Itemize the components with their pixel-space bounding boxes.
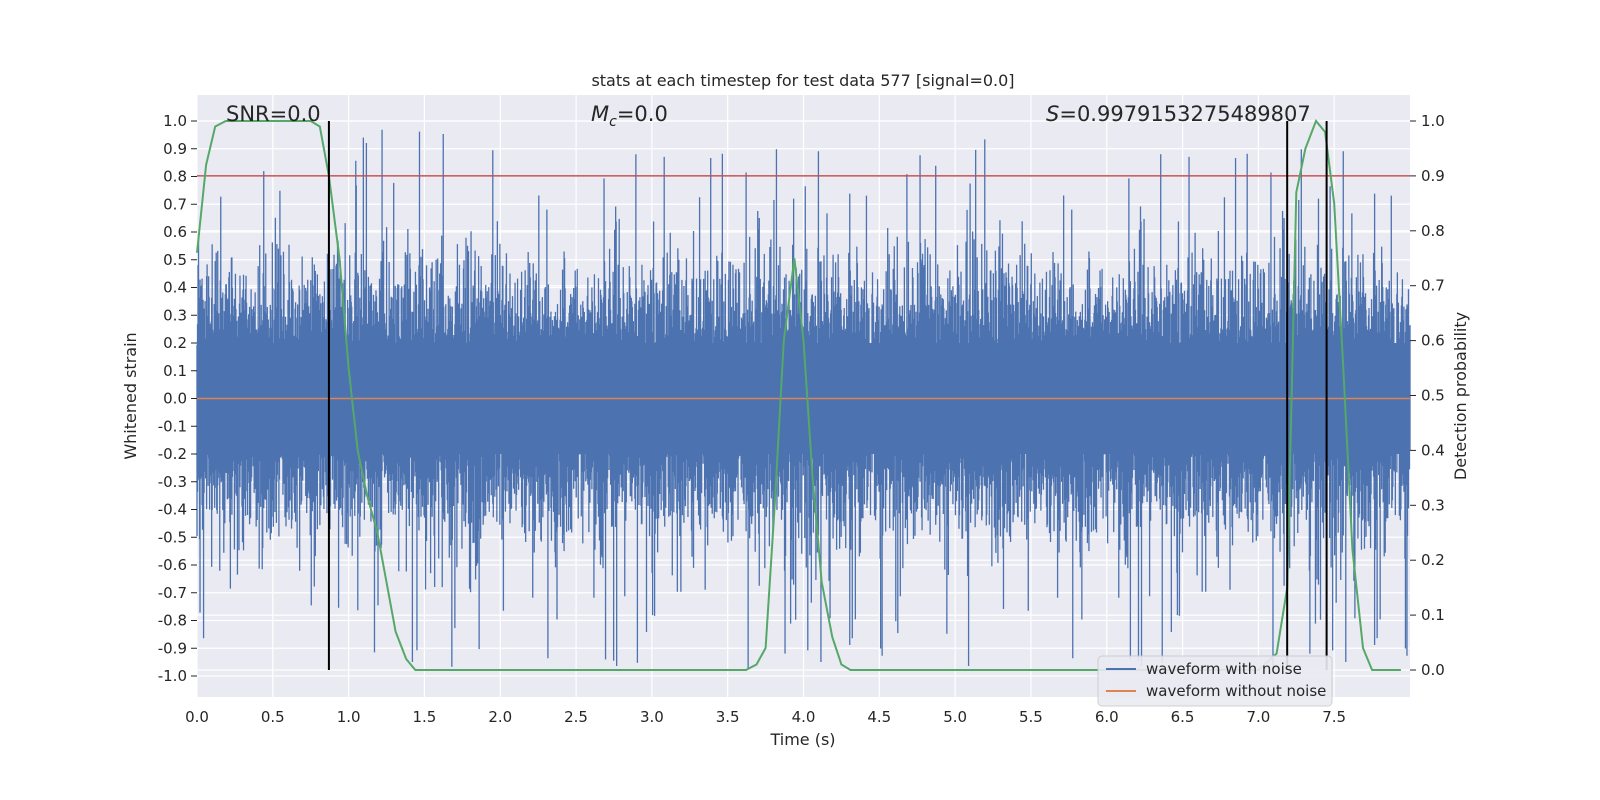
chart-title: stats at each timestep for test data 577… bbox=[591, 71, 1014, 90]
left-y-axis-label: Whitened strain bbox=[121, 332, 140, 459]
x-tick-label: 3.0 bbox=[640, 708, 664, 726]
left-y-tick-label: -0.7 bbox=[158, 584, 187, 602]
left-y-tick-label: -0.3 bbox=[158, 473, 187, 491]
left-y-tick-label: 0.8 bbox=[163, 168, 187, 186]
right-y-axis-label: Detection probability bbox=[1451, 312, 1470, 480]
left-y-tick-label: -0.6 bbox=[158, 556, 187, 574]
legend-box bbox=[1097, 655, 1333, 707]
score-annotation: S=0.9979153275489807 bbox=[1046, 102, 1311, 126]
left-y-tick-label: -0.8 bbox=[158, 612, 187, 630]
right-y-tick-label: 0.9 bbox=[1421, 167, 1445, 185]
chirp-mass-annotation: Mc=0.0 bbox=[591, 102, 668, 130]
left-y-tick-label: 0.3 bbox=[163, 306, 187, 324]
left-y-tick-label: 0.4 bbox=[163, 279, 187, 297]
left-y-tick-label: -0.9 bbox=[158, 639, 187, 657]
detection-markers bbox=[327, 121, 1328, 670]
x-tick-label: 1.0 bbox=[337, 708, 361, 726]
x-axis-label: Time (s) bbox=[769, 730, 835, 749]
x-tick-label: 2.5 bbox=[564, 708, 588, 726]
legend-clean-label: waveform without noise bbox=[1146, 682, 1326, 700]
right-y-tick-label: 0.2 bbox=[1421, 551, 1445, 569]
x-tick-label: 5.0 bbox=[943, 708, 967, 726]
left-y-tick-label: 0.7 bbox=[163, 195, 187, 213]
right-y-tick-label: 0.0 bbox=[1421, 661, 1445, 679]
x-tick-label: 4.0 bbox=[792, 708, 816, 726]
x-tick-label: 0.5 bbox=[261, 708, 285, 726]
right-y-tick-label: 0.1 bbox=[1421, 606, 1445, 624]
right-y-tick-label: 0.6 bbox=[1421, 332, 1445, 350]
x-tick-label: 6.0 bbox=[1095, 708, 1119, 726]
x-tick-label: 1.5 bbox=[413, 708, 437, 726]
right-y-tick-label: 0.3 bbox=[1421, 496, 1445, 514]
left-y-tick-label: 1.0 bbox=[163, 112, 187, 130]
left-y-tick-label: -0.4 bbox=[158, 501, 187, 519]
right-y-tick-label: 0.5 bbox=[1421, 387, 1445, 405]
left-y-tick-label: -1.0 bbox=[158, 667, 187, 685]
x-tick-label: 5.5 bbox=[1019, 708, 1043, 726]
noise-spikes bbox=[196, 129, 1411, 670]
x-tick-label: 3.5 bbox=[716, 708, 740, 726]
x-tick-label: 7.5 bbox=[1322, 708, 1346, 726]
right-y-tick-label: 0.8 bbox=[1421, 222, 1445, 240]
left-y-tick-label: 0.0 bbox=[163, 390, 187, 408]
legend: waveform with noise waveform without noi… bbox=[1097, 655, 1333, 707]
left-y-tick-label: -0.1 bbox=[158, 417, 187, 435]
x-tick-label: 7.0 bbox=[1246, 708, 1270, 726]
right-y-tick-label: 0.4 bbox=[1421, 441, 1445, 459]
x-tick-label: 6.5 bbox=[1171, 708, 1195, 726]
right-y-tick-label: 1.0 bbox=[1421, 112, 1445, 130]
left-y-tick-label: -0.5 bbox=[158, 528, 187, 546]
left-y-tick-label: -0.2 bbox=[158, 445, 187, 463]
left-y-tick-label: 0.1 bbox=[163, 362, 187, 380]
detection-probability-series bbox=[196, 119, 1401, 671]
x-tick-label: 2.0 bbox=[488, 708, 512, 726]
snr-annotation: SNR=0.0 bbox=[226, 102, 321, 126]
legend-noise-label: waveform with noise bbox=[1146, 660, 1302, 678]
right-y-axis-ticks: 1.0 0.9 0.8 0.7 0.6 0.5 0.4 0.3 0.2 0.1 0.0 bbox=[1410, 112, 1445, 679]
left-y-tick-label: 0.2 bbox=[163, 334, 187, 352]
x-tick-label: 4.5 bbox=[867, 708, 891, 726]
left-y-tick-label: 0.5 bbox=[163, 251, 187, 269]
left-y-tick-label: 0.6 bbox=[163, 223, 187, 241]
x-tick-label: 0.0 bbox=[185, 708, 209, 726]
x-axis-ticks: 0.0 0.5 1.0 1.5 2.0 2.5 3.0 3.5 4.0 4.5 5.0 5.5 6.0 6… bbox=[185, 708, 1346, 726]
right-y-tick-label: 0.7 bbox=[1421, 277, 1445, 295]
left-y-tick-label: 0.9 bbox=[163, 140, 187, 158]
left-y-axis-ticks: 1.0 0.9 0.8 0.7 0.6 0.5 0.4 0.3 0.2 0.1 0.0 -0.1 -0.… bbox=[158, 112, 197, 685]
